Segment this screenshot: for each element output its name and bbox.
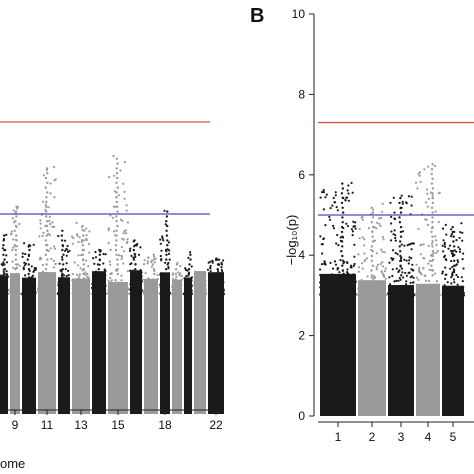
x-tick-label: 18 xyxy=(158,418,172,432)
y-tick-label: 8 xyxy=(298,87,305,101)
panel-b-y-axis-label: −log₁₀(p) xyxy=(284,215,299,266)
chromosome-block-9 xyxy=(9,205,21,414)
x-tick-label: 11 xyxy=(41,418,54,432)
x-tick-label: 22 xyxy=(209,418,223,432)
chromosome-block-15 xyxy=(107,154,130,414)
chromosome-block-21 xyxy=(193,270,207,414)
chromosome-block-17 xyxy=(142,253,159,414)
chromosome-block-14 xyxy=(90,248,107,414)
chromosome-block-3 xyxy=(387,194,415,416)
y-tick-label: 4 xyxy=(298,248,305,262)
chromosome-block-19 xyxy=(170,261,183,414)
chromosome-block-8 xyxy=(0,233,10,414)
x-tick-label: 1 xyxy=(335,430,342,444)
chromosome-block-16 xyxy=(128,239,143,414)
chromosome-block-11 xyxy=(37,165,57,414)
panel-a-manhattan-plot: 9 11 13 15 18 22 xyxy=(0,121,225,432)
panel-b-label: B xyxy=(250,5,264,27)
chromosome-block-22 xyxy=(206,257,225,414)
chromosome-block-5 xyxy=(441,222,466,416)
x-tick-label: 9 xyxy=(12,418,19,432)
panel-b-manhattan-plot: 1 2 3 4 5 0 2 4 6 8 10 xyxy=(292,7,474,444)
x-tick-label: 4 xyxy=(425,430,432,444)
chromosome-block-18 xyxy=(159,209,171,414)
chromosome-block-10 xyxy=(21,242,38,414)
y-tick-label: 10 xyxy=(292,7,306,21)
chromosome-block-12 xyxy=(56,229,71,414)
x-tick-label: 15 xyxy=(111,418,125,432)
x-tick-label: 3 xyxy=(398,430,405,444)
chromosome-block-20 xyxy=(182,251,194,414)
x-tick-label: 13 xyxy=(74,418,88,432)
x-tick-label: 2 xyxy=(369,430,376,444)
y-tick-label: 6 xyxy=(298,168,305,182)
y-tick-label: 2 xyxy=(298,329,305,343)
y-tick-label: 0 xyxy=(298,409,305,423)
chromosome-block-4 xyxy=(414,163,441,416)
chromosome-block-1 xyxy=(319,181,357,416)
panel-a-x-axis-label: ome xyxy=(0,456,25,471)
chromosome-block-2 xyxy=(357,202,387,416)
chromosome-block-13 xyxy=(70,221,91,414)
x-tick-label: 5 xyxy=(450,430,457,444)
